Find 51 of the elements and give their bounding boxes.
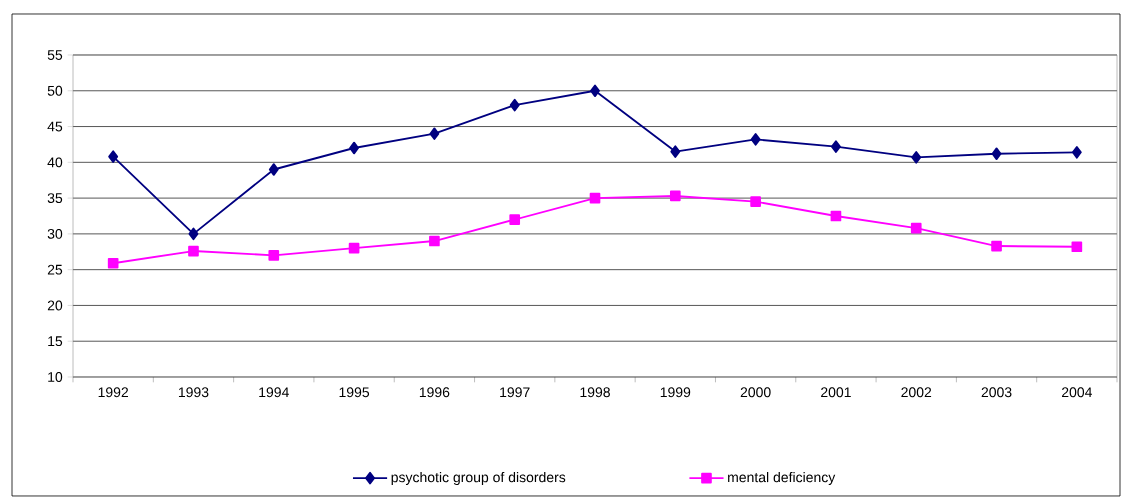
point [830,210,842,222]
x-tick-label: 1995 [339,387,370,398]
point [830,140,841,153]
y-tick-label: 45 [47,121,63,132]
x-tick-label: 1992 [98,387,129,398]
point [911,151,922,164]
x-tick-label: 1993 [178,387,209,398]
point [429,235,440,247]
point [268,163,279,176]
point [188,227,199,241]
point [750,133,761,146]
y-tick-label: 30 [47,228,63,239]
point [108,150,119,163]
point [509,214,521,225]
x-tick-label: 1997 [500,387,530,398]
x-tick-label: 2001 [821,387,851,398]
point [991,147,1002,161]
y-tick-label: 20 [47,300,63,311]
point [991,240,1002,252]
x-tick-label: 2004 [1061,387,1092,398]
y-tick-label: 10 [48,372,63,382]
point [590,84,600,98]
point [1071,146,1082,159]
point [107,257,119,269]
point [429,127,440,140]
y-tick-label: 35 [47,193,63,204]
point [670,145,681,158]
point [589,192,601,204]
x-tick-label: 2002 [901,387,932,398]
y-tick-label: 25 [47,264,63,275]
x-tick-label: 1996 [419,387,450,398]
x-tick-label: 1994 [259,387,289,398]
legend-label: psychotic group of disorders [391,471,566,486]
point [268,250,280,261]
y-tick-label: 50 [47,85,63,96]
legend-label: mental deficiency [728,471,836,486]
point [509,98,520,112]
y-tick-label: 55 [47,50,63,60]
y-tick-label: 40 [47,157,63,168]
x-tick-label: 1998 [580,387,610,398]
point [669,190,681,202]
x-tick-label: 1999 [660,387,691,398]
point [750,196,761,208]
x-tick-label: 2003 [981,387,1012,398]
point [910,222,922,234]
x-tick-label: 2000 [740,387,771,398]
point [349,141,360,155]
point [188,245,199,257]
point [1071,241,1083,253]
y-tick-label: 15 [48,336,63,347]
point [348,242,360,254]
